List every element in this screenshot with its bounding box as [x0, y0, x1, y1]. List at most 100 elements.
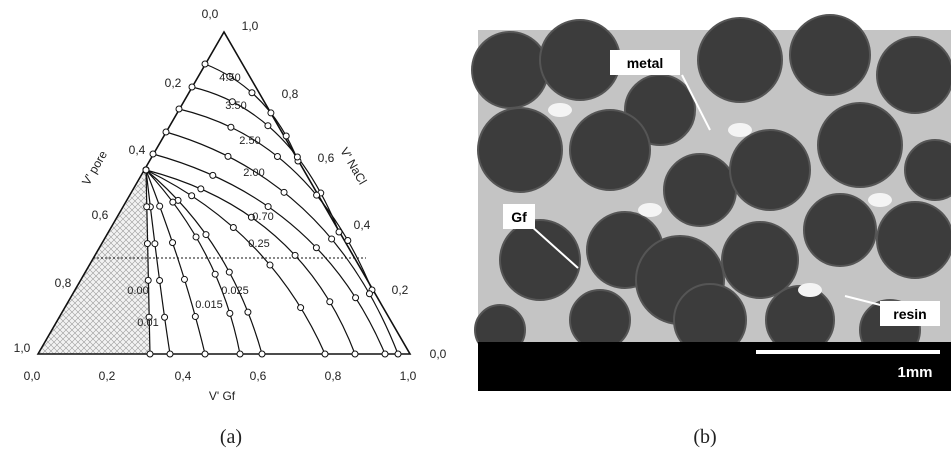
contour-label: 2.50 [239, 135, 260, 147]
marker [227, 310, 233, 316]
caption: (b) [693, 426, 716, 448]
marker [314, 192, 320, 198]
marker [292, 252, 298, 258]
marker [225, 153, 231, 159]
grain [478, 108, 562, 192]
contour [166, 132, 398, 354]
marker [157, 278, 163, 284]
grain [698, 18, 782, 102]
marker [210, 172, 216, 178]
grain [730, 130, 810, 210]
marker [336, 229, 342, 235]
grain [570, 110, 650, 190]
contour-label: 0.01 [137, 317, 158, 329]
left-tick: 0,8 [55, 276, 72, 290]
axis-title-left: V' pore [79, 148, 110, 188]
marker [157, 203, 163, 209]
marker [144, 204, 150, 210]
marker [170, 240, 176, 246]
marker [327, 299, 333, 305]
contour-label: 2.00 [243, 167, 264, 179]
contours [146, 64, 398, 354]
marker [237, 351, 243, 357]
marker [162, 314, 168, 320]
pore [798, 283, 822, 297]
marker [189, 193, 195, 199]
left-tick: 0,4 [129, 143, 146, 157]
contour-label: 0.015 [195, 299, 223, 311]
marker [181, 276, 187, 282]
pore [548, 103, 572, 117]
label: Gf [511, 209, 527, 225]
label: resin [893, 306, 926, 322]
contour [146, 170, 325, 354]
contour [146, 170, 262, 354]
right-tick: 0,0 [430, 347, 447, 361]
bottom-tick: 0,4 [175, 369, 192, 383]
marker [143, 167, 149, 173]
micrograph: 1mm metal Gf resin (b) [472, 15, 951, 448]
ternary-diagram: 0,0 0,2 0,4 0,6 0,8 1,0 0,0 0,2 0,4 0,6 … [14, 7, 447, 448]
marker [353, 295, 359, 301]
contour-label: 3.50 [225, 100, 246, 112]
marker [176, 106, 182, 112]
grain [804, 194, 876, 266]
marker [189, 84, 195, 90]
marker [245, 309, 251, 315]
marker [144, 241, 150, 247]
grain [472, 32, 548, 108]
marker [366, 291, 372, 297]
left-tick: 1,0 [14, 341, 31, 355]
left-tick: 0,6 [92, 208, 109, 222]
marker [283, 133, 289, 139]
marker [202, 61, 208, 67]
marker [259, 351, 265, 357]
marker [249, 90, 255, 96]
grain [877, 37, 951, 113]
grain [877, 202, 951, 278]
marker [352, 351, 358, 357]
axis-title-right: V' NaCl [337, 145, 369, 187]
marker [267, 262, 273, 268]
marker [202, 351, 208, 357]
contour-label: 0.00 [127, 285, 148, 297]
marker [274, 154, 280, 160]
pore [868, 193, 892, 207]
marker [163, 129, 169, 135]
pore [638, 203, 662, 217]
marker [193, 234, 199, 240]
marker [322, 351, 328, 357]
right-tick: 0,6 [318, 151, 335, 165]
figure: 0,0 0,2 0,4 0,6 0,8 1,0 0,0 0,2 0,4 0,6 … [0, 0, 951, 450]
marker [212, 271, 218, 277]
marker [382, 351, 388, 357]
contour-label: 4.50 [219, 72, 240, 84]
marker [265, 204, 271, 210]
right-tick: 0,8 [282, 87, 299, 101]
marker [145, 277, 151, 283]
marker [230, 225, 236, 231]
marker [150, 151, 156, 157]
caption: (a) [220, 426, 242, 448]
bottom-tick: 0,8 [325, 369, 342, 383]
right-tick: 0,4 [354, 218, 371, 232]
contour-label: 0.25 [248, 238, 269, 250]
label: metal [627, 55, 664, 71]
marker [170, 199, 176, 205]
marker [268, 110, 274, 116]
marker [167, 351, 173, 357]
grain [540, 20, 620, 100]
marker [298, 305, 304, 311]
marker [265, 123, 271, 129]
left-tick: 0,2 [165, 76, 182, 90]
marker [294, 154, 300, 160]
grain [570, 290, 630, 350]
contour [179, 109, 372, 290]
marker [147, 351, 153, 357]
contour-label: 0.025 [221, 285, 249, 297]
right-tick: 1,0 [242, 19, 259, 33]
left-tick: 0,0 [202, 7, 219, 21]
contour-label: 0.70 [252, 211, 273, 223]
marker [228, 124, 234, 130]
right-tick: 0,2 [392, 283, 409, 297]
